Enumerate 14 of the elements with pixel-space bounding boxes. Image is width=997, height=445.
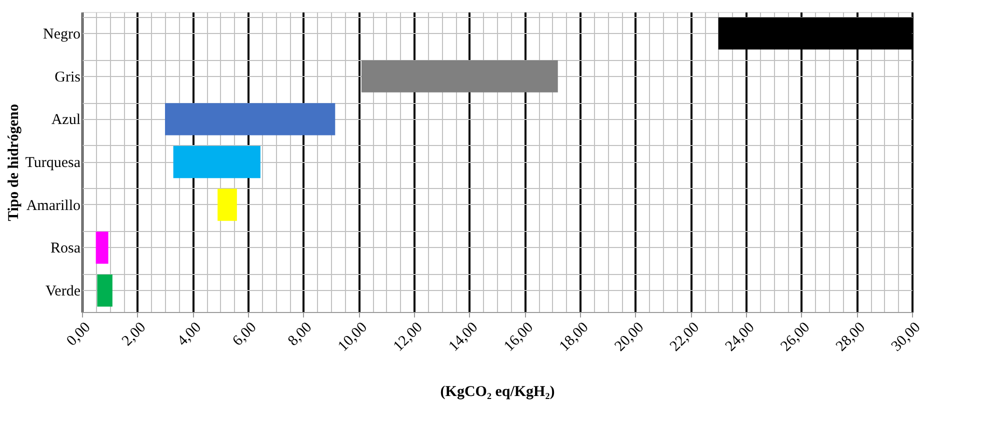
x-tick-label: 4,00 [174, 320, 204, 350]
y-tick-label: Rosa [50, 240, 81, 257]
x-tick-label: 6,00 [230, 320, 260, 350]
x-axis-title: (KgCO₂ eq/KgH₂) [440, 384, 555, 400]
x-tick-label: 8,00 [285, 320, 316, 350]
y-tick-label: Negro [43, 26, 80, 42]
y-tick-label: Verde [46, 284, 81, 300]
y-tick-label: Azul [51, 112, 80, 128]
y-axis-title: Tipo de hidrógeno [6, 104, 22, 222]
x-tick-label: 0,00 [64, 320, 94, 350]
y-tick-label: Turquesa [25, 155, 81, 171]
y-tick-label: Gris [54, 69, 81, 86]
y-tick-label: Amarillo [26, 198, 80, 214]
x-tick-label: 2,00 [119, 320, 150, 350]
